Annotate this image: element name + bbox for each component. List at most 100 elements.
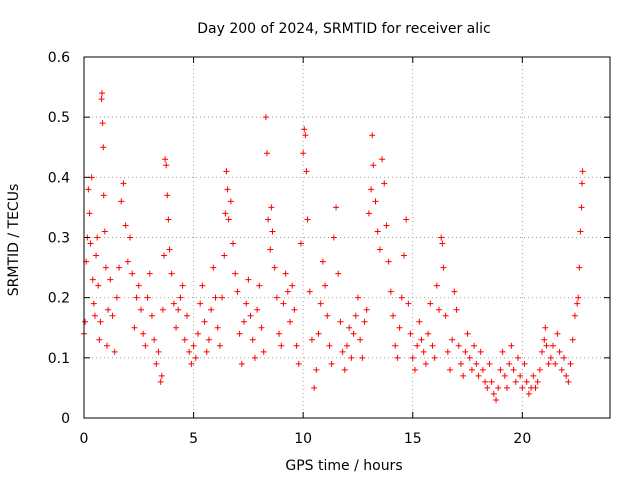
- data-point: [251, 354, 258, 361]
- data-point: [431, 354, 438, 361]
- data-point: [354, 294, 361, 301]
- data-point: [365, 210, 372, 217]
- data-point: [201, 318, 208, 325]
- data-point: [439, 240, 446, 247]
- data-point: [420, 348, 427, 355]
- data-point: [82, 318, 89, 325]
- data-point: [488, 378, 495, 385]
- y-tick-labels: 0 0.1 0.2 0.3 0.4 0.5 0.6: [48, 50, 70, 427]
- data-point: [460, 372, 467, 379]
- data-point: [350, 330, 357, 337]
- data-point: [383, 222, 390, 229]
- data-point: [238, 360, 245, 367]
- data-point: [265, 216, 272, 223]
- data-point: [517, 372, 524, 379]
- data-point: [429, 342, 436, 349]
- data-point: [122, 222, 129, 229]
- data-point: [379, 156, 386, 163]
- data-point: [144, 294, 151, 301]
- data-point: [328, 360, 335, 367]
- data-point: [578, 204, 585, 211]
- data-point: [282, 270, 289, 277]
- data-point: [482, 378, 489, 385]
- data-point: [541, 336, 548, 343]
- data-point: [473, 360, 480, 367]
- data-point: [436, 306, 443, 313]
- data-point: [99, 120, 106, 127]
- data-point: [508, 342, 515, 349]
- data-point: [543, 342, 550, 349]
- data-point: [273, 294, 280, 301]
- data-point: [234, 288, 241, 295]
- y-tick-label: 0.1: [48, 351, 70, 367]
- data-point: [409, 354, 416, 361]
- data-point: [344, 342, 350, 349]
- x-tick-label: 10: [294, 431, 312, 447]
- data-point: [94, 234, 101, 241]
- data-point: [370, 162, 377, 169]
- data-point: [86, 210, 93, 217]
- data-point: [85, 186, 92, 193]
- data-point: [422, 360, 429, 367]
- data-point: [216, 342, 223, 349]
- data-point: [523, 378, 530, 385]
- data-point: [91, 312, 98, 319]
- data-point: [214, 324, 221, 331]
- data-point: [205, 336, 212, 343]
- data-point: [405, 300, 412, 307]
- data-point: [542, 324, 549, 331]
- data-point: [118, 198, 125, 205]
- data-point: [158, 372, 165, 379]
- data-point: [337, 318, 344, 325]
- data-point: [449, 336, 456, 343]
- data-point: [324, 312, 331, 319]
- y-tick-label: 0.2: [48, 291, 70, 307]
- data-point: [276, 330, 283, 337]
- data-point: [199, 282, 206, 289]
- data-point: [267, 246, 274, 253]
- data-point: [97, 318, 104, 325]
- data-point: [104, 342, 111, 349]
- data-point: [124, 258, 131, 265]
- data-point: [142, 342, 149, 349]
- data-point: [525, 390, 532, 397]
- data-point: [135, 282, 142, 289]
- data-point: [455, 342, 462, 349]
- data-point: [197, 300, 204, 307]
- data-point: [398, 294, 405, 301]
- data-point: [440, 264, 447, 271]
- data-point: [374, 228, 381, 235]
- data-point: [376, 246, 383, 253]
- y-tick-label: 0: [61, 411, 70, 427]
- chart-title: Day 200 of 2024, SRMTID for receiver ali…: [197, 21, 490, 37]
- data-point: [514, 354, 521, 361]
- data-point: [271, 264, 278, 271]
- data-point: [352, 312, 359, 319]
- data-point: [210, 264, 217, 271]
- data-point: [258, 324, 265, 331]
- data-point: [155, 348, 162, 355]
- data-point: [563, 372, 570, 379]
- data-point: [98, 96, 105, 103]
- data-point: [164, 192, 171, 199]
- data-point: [403, 216, 410, 223]
- data-point: [303, 168, 310, 175]
- data-point: [558, 366, 565, 373]
- data-point: [545, 360, 552, 367]
- data-point: [188, 360, 195, 367]
- data-point: [330, 234, 337, 241]
- data-point: [390, 312, 397, 319]
- data-point: [414, 342, 421, 349]
- data-point: [556, 348, 563, 355]
- data-point: [425, 330, 432, 337]
- data-point: [468, 366, 475, 373]
- data-point: [372, 198, 379, 205]
- data-point: [297, 240, 304, 247]
- data-point: [400, 252, 407, 259]
- data-point: [407, 330, 414, 337]
- data-point: [166, 246, 173, 253]
- data-point: [346, 324, 353, 331]
- data-point: [567, 360, 574, 367]
- data-point: [396, 324, 403, 331]
